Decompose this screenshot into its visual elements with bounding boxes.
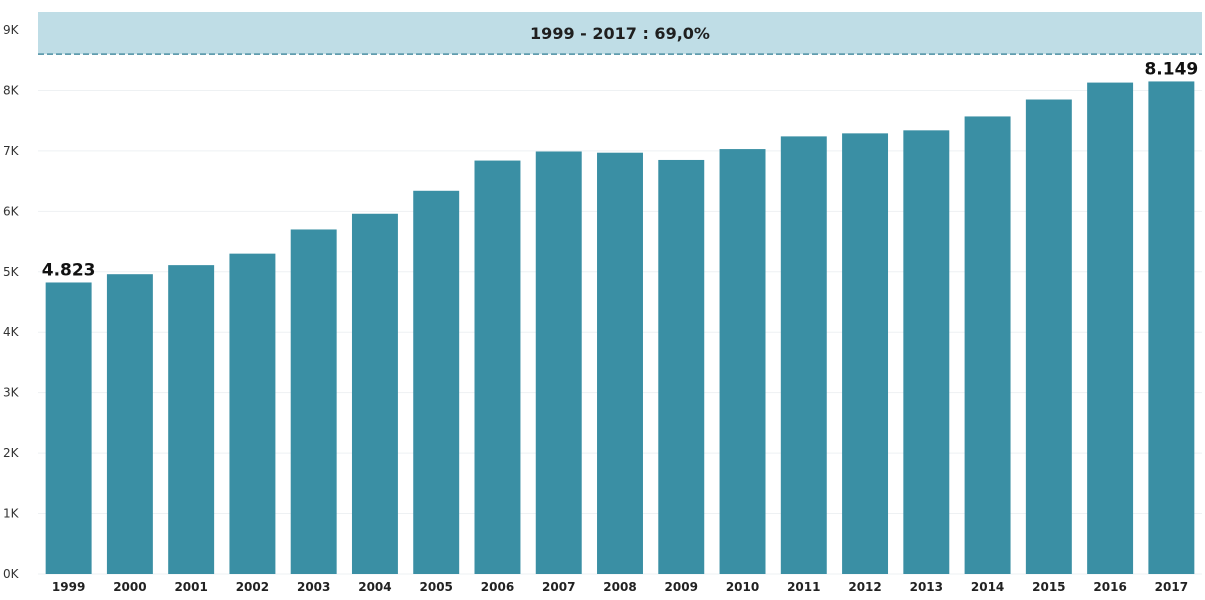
bar-2001	[168, 265, 215, 574]
y-tick-label: 8K	[3, 83, 20, 97]
bar-1999	[45, 282, 92, 574]
x-tick-label: 2000	[113, 580, 146, 594]
x-tick-label: 2010	[726, 580, 759, 594]
data-label-1999: 4.823	[42, 260, 96, 280]
bar-2000	[106, 274, 153, 574]
x-tick-label: 2002	[236, 580, 269, 594]
bar-2003	[290, 229, 337, 574]
y-axis-ticks: 0K 1K 2K 3K 4K 5K 6K 7K 8K 9K	[3, 23, 20, 581]
bar-2014	[964, 116, 1011, 575]
y-tick-label: 5K	[3, 265, 20, 279]
data-labels: 4.823 8.149	[42, 59, 1199, 280]
data-label-2017: 8.149	[1144, 59, 1198, 79]
y-tick-label: 2K	[3, 446, 20, 460]
y-tick-label: 0K	[3, 567, 20, 581]
bars	[45, 81, 1195, 575]
bar-2016	[1087, 82, 1134, 574]
x-tick-label: 2007	[542, 580, 575, 594]
y-tick-label: 3K	[3, 386, 20, 400]
x-tick-label: 2014	[971, 580, 1004, 594]
bar-2004	[351, 213, 398, 575]
bar-2012	[842, 133, 889, 575]
bar-2010	[719, 149, 766, 574]
y-tick-label: 1K	[3, 507, 20, 521]
x-tick-label: 2005	[420, 580, 453, 594]
bar-2017	[1148, 81, 1195, 574]
x-tick-label: 2013	[910, 580, 943, 594]
y-tick-label: 7K	[3, 144, 20, 158]
x-tick-label: 2006	[481, 580, 514, 594]
x-tick-label: 1999	[52, 580, 85, 594]
x-tick-label: 2015	[1032, 580, 1065, 594]
annotation-band-fill	[38, 12, 1202, 55]
bar-2006	[474, 160, 521, 574]
x-tick-label: 2016	[1093, 580, 1126, 594]
bar-2002	[229, 253, 276, 574]
x-tick-label: 2017	[1155, 580, 1188, 594]
bar-2011	[780, 136, 827, 575]
x-tick-label: 2001	[174, 580, 207, 594]
bar-2007	[535, 151, 582, 574]
bar-2015	[1025, 99, 1072, 574]
bar-2005	[413, 190, 460, 574]
x-tick-label: 2003	[297, 580, 330, 594]
y-tick-label: 6K	[3, 204, 20, 218]
x-tick-label: 2012	[848, 580, 881, 594]
x-tick-label: 2011	[787, 580, 820, 594]
bar-2009	[658, 159, 705, 574]
annotation-band: 1999 - 2017 : 69,0%	[38, 12, 1202, 55]
x-tick-label: 2008	[603, 580, 636, 594]
x-tick-label: 2009	[665, 580, 698, 594]
x-tick-label: 2004	[358, 580, 391, 594]
y-tick-label: 9K	[3, 23, 20, 37]
bar-2013	[903, 130, 950, 575]
bar-2008	[597, 152, 643, 575]
y-tick-label: 4K	[3, 325, 20, 339]
annotation-band-label: 1999 - 2017 : 69,0%	[530, 24, 710, 43]
x-axis-ticks: 1999 2000 2001 2002 2003 2004 2005 2006 2007 2008…	[52, 580, 1188, 594]
